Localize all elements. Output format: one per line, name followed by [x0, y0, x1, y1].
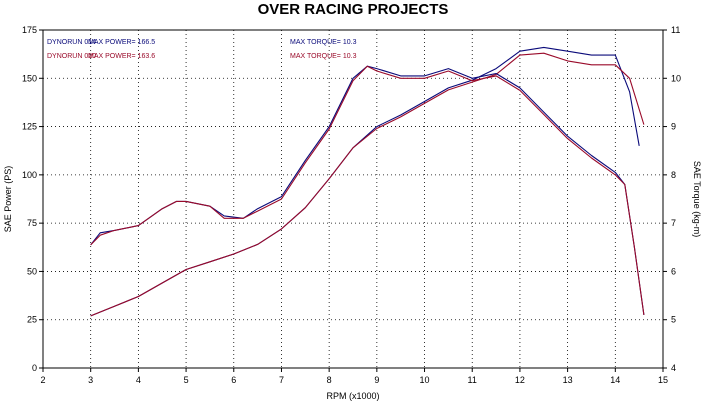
- plot-frame: [42, 29, 664, 369]
- y-right-tick-label: 9: [671, 122, 676, 132]
- chart-title: OVER RACING PROJECTS: [258, 1, 449, 18]
- x-tick-label: 6: [231, 375, 236, 385]
- y-left-tick-label: 50: [27, 266, 37, 276]
- x-tick-label: 5: [184, 375, 189, 385]
- legend-run2-power: MAX POWER= 163.6: [88, 53, 155, 60]
- y-axis-right-ticks: 4 5 6 7 8 9 10 11: [663, 25, 681, 373]
- y-left-tick-label: 100: [22, 170, 37, 180]
- x-tick-label: 14: [610, 375, 620, 385]
- series-line-torque-run2: [90, 65, 645, 315]
- x-tick-label: 8: [327, 375, 332, 385]
- y-left-tick-label: 0: [32, 363, 37, 373]
- y-right-tick-label: 4: [671, 363, 676, 373]
- series-group: [90, 46, 645, 317]
- y-right-tick-label: 8: [671, 170, 676, 180]
- x-tick-label: 4: [136, 375, 141, 385]
- y-right-tick-label: 11: [671, 25, 680, 35]
- x-tick-label: 11: [468, 375, 477, 385]
- x-tick-label: 7: [279, 375, 284, 385]
- y-left-tick-label: 25: [27, 315, 37, 325]
- legend-run1-power: MAX POWER= 166.5: [88, 39, 155, 46]
- x-axis-ticks: 2 3 4 5 6 7 8 9 10 11 12 13 14 15: [40, 368, 668, 385]
- x-tick-label: 3: [88, 375, 93, 385]
- y-left-tick-label: 175: [22, 25, 37, 35]
- y-right-tick-label: 7: [671, 218, 676, 228]
- series-line-power-run1: [90, 46, 640, 317]
- x-axis-label: RPM (x1000): [326, 391, 379, 401]
- x-tick-label: 15: [658, 375, 668, 385]
- y-left-tick-label: 75: [27, 218, 37, 228]
- x-tick-label: 2: [40, 375, 45, 385]
- legend-run1-torque: MAX TORQUE= 10.3: [290, 39, 357, 46]
- y-axis-right-label: SAE Torque (kg-m): [692, 161, 702, 237]
- x-tick-label: 10: [420, 375, 430, 385]
- grid: [43, 30, 663, 368]
- y-axis-left-label: SAE Power (PS): [3, 166, 13, 233]
- series-line-power-run2: [90, 52, 645, 317]
- x-tick-label: 12: [515, 375, 525, 385]
- legend-run2-name: DYNORUN 020: [47, 53, 96, 60]
- y-axis-left-ticks: 0 25 50 75 100 125 150 175: [22, 25, 43, 373]
- legend-run1-name: DYNORUN 014: [47, 39, 96, 46]
- y-left-tick-label: 125: [22, 122, 37, 132]
- series-line-torque-run1: [90, 65, 645, 315]
- y-right-tick-label: 5: [671, 315, 676, 325]
- y-right-tick-label: 10: [671, 73, 681, 83]
- y-left-tick-label: 150: [22, 73, 37, 83]
- y-right-tick-label: 6: [671, 266, 676, 276]
- x-tick-label: 9: [374, 375, 379, 385]
- legend-run2-torque: MAX TORQUE= 10.3: [290, 53, 357, 60]
- x-tick-label: 13: [563, 375, 573, 385]
- legend: DYNORUN 014 MAX POWER= 166.5 MAX TORQUE=…: [47, 39, 357, 60]
